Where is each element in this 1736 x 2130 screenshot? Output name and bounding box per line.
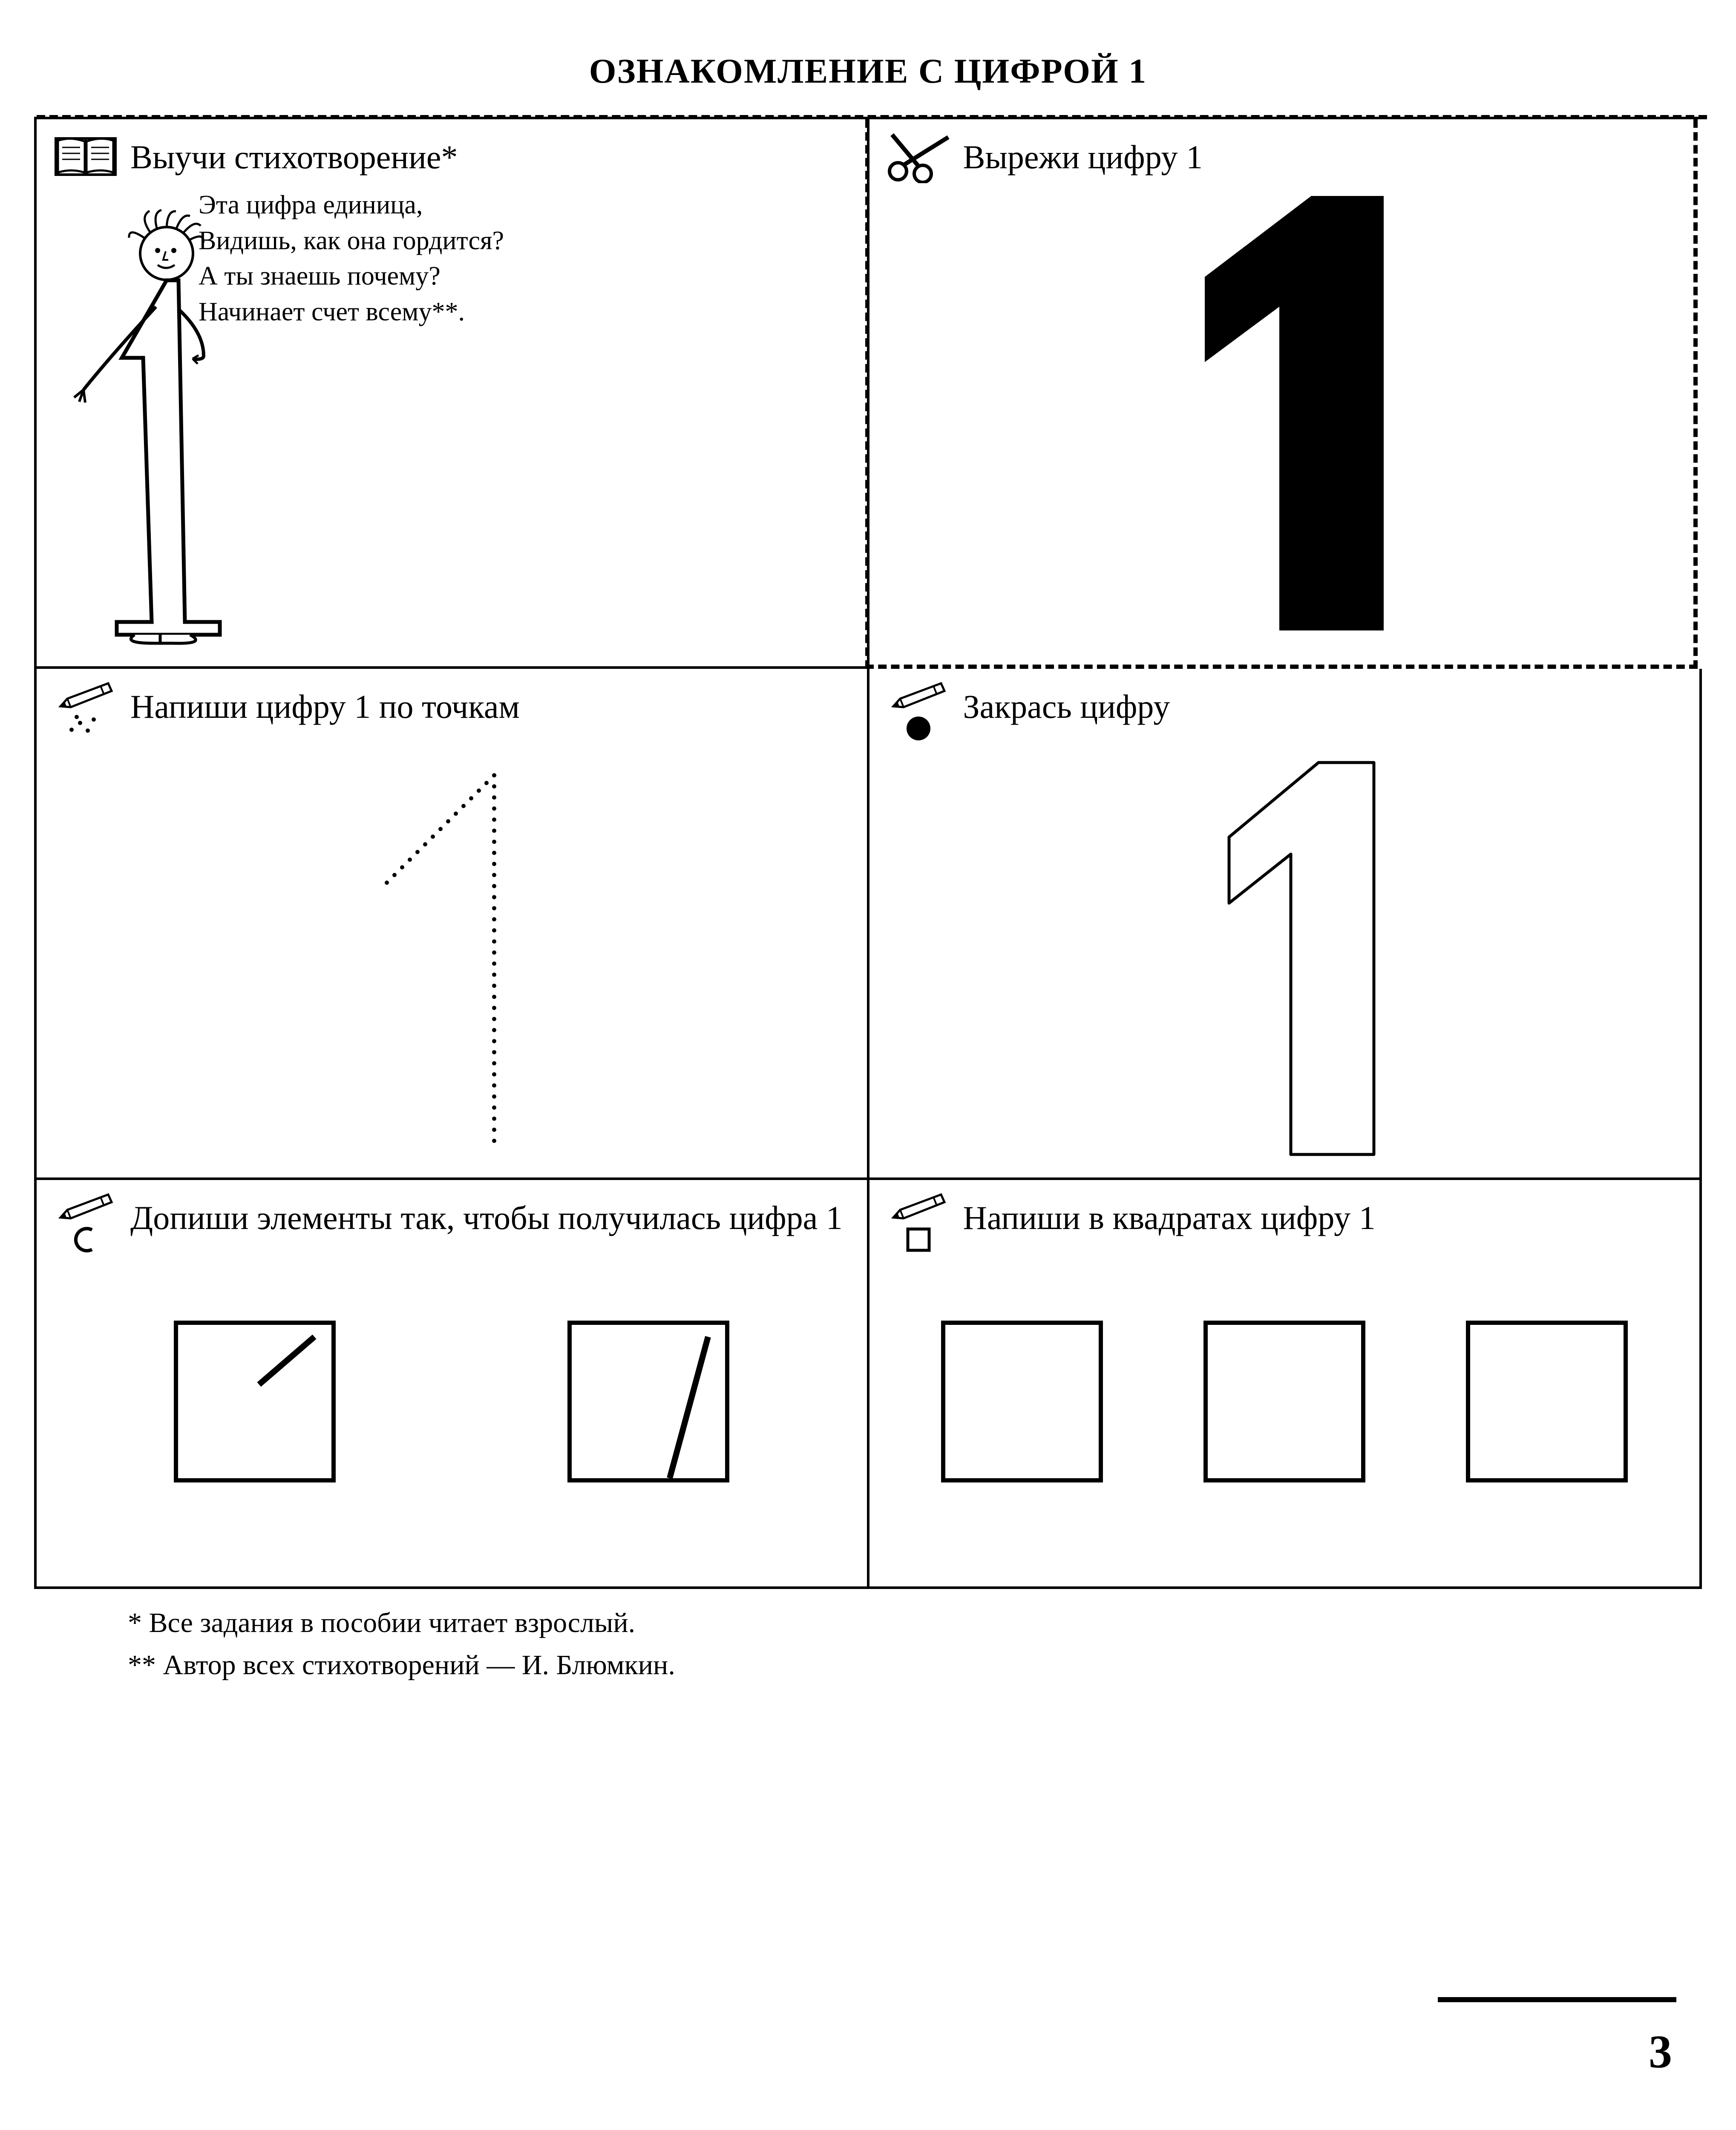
practice-box[interactable] xyxy=(174,1321,336,1482)
practice-box[interactable] xyxy=(1466,1321,1628,1482)
cut-task-label: Вырежи цифру 1 xyxy=(963,132,1203,178)
complete-task-label: Допиши элементы так, что­бы получилась ц… xyxy=(130,1193,843,1239)
footnote-line: ** Автор всех стихотворений — И. Блюмкин… xyxy=(128,1644,1702,1686)
worksheet-page: ОЗНАКОМЛЕНИЕ С ЦИФРОЙ 1 xyxy=(34,51,1702,1686)
pencil-icon xyxy=(891,1193,946,1225)
poem-line: А ты знаешь почему? xyxy=(199,259,867,294)
cell-trace-digit: Напиши цифру 1 по точкам xyxy=(37,669,869,1180)
grid-row-3: Допиши элементы так, что­бы получилась ц… xyxy=(37,1180,1702,1589)
page-number-rule xyxy=(1438,1997,1676,2002)
small-square-icon xyxy=(904,1225,933,1257)
practice-box[interactable] xyxy=(1203,1321,1365,1482)
grid-top-dashed-border xyxy=(37,115,1707,119)
dotted-digit-one xyxy=(37,741,867,1161)
trace-task-label: Напиши цифру 1 по точкам xyxy=(130,682,520,728)
write-boxes xyxy=(869,1261,1700,1517)
cell-complete-elements: Допиши элементы так, что­бы получилась ц… xyxy=(37,1180,869,1589)
cell-color-digit: Закрась цифру xyxy=(869,669,1702,1180)
footnote-line: * Все задания в пособии читает взрослый. xyxy=(128,1602,1702,1644)
page-title: ОЗНАКОМЛЕНИЕ С ЦИФРОЙ 1 xyxy=(34,51,1702,91)
number-one-character xyxy=(66,209,262,654)
filled-circle-icon xyxy=(904,714,933,746)
dots-icon xyxy=(66,714,105,737)
book-open-icon xyxy=(54,132,118,179)
footnotes: * Все задания в пособии читает взрослый.… xyxy=(34,1589,1702,1686)
poem-line: Начинает счет всему**. xyxy=(199,294,867,330)
solid-digit-one xyxy=(869,187,1694,641)
half-circle-icon xyxy=(71,1225,101,1257)
pencil-icon xyxy=(58,1193,113,1225)
cell-learn-poem: Выучи стихотворение* Эта цифра единица, … xyxy=(37,119,869,669)
scissors-icon xyxy=(887,132,950,183)
complete-boxes xyxy=(37,1261,867,1517)
practice-box[interactable] xyxy=(941,1321,1103,1482)
grid-row-1: Выучи стихотворение* Эта цифра единица, … xyxy=(37,119,1702,669)
pencil-icon xyxy=(58,682,113,714)
task-grid: Выучи стихотворение* Эта цифра единица, … xyxy=(34,117,1702,1589)
write-task-label: Напиши в квадратах циф­ру 1 xyxy=(963,1193,1376,1239)
poem-task-label: Выучи стихотворение* xyxy=(130,132,458,178)
color-task-label: Закрась цифру xyxy=(963,682,1170,728)
poem-line: Видишь, как она гордится? xyxy=(199,223,867,259)
practice-box[interactable] xyxy=(567,1321,729,1482)
outline-digit-one xyxy=(869,750,1700,1174)
cell-cut-digit: Вырежи цифру 1 xyxy=(865,119,1698,669)
page-number: 3 xyxy=(1649,2025,1672,2079)
grid-row-2: Напиши цифру 1 по точкам xyxy=(37,669,1702,1180)
cell-write-in-squares: Напиши в квадратах циф­ру 1 xyxy=(869,1180,1702,1589)
pencil-icon xyxy=(891,682,946,714)
poem-line: Эта цифра единица, xyxy=(199,187,867,223)
